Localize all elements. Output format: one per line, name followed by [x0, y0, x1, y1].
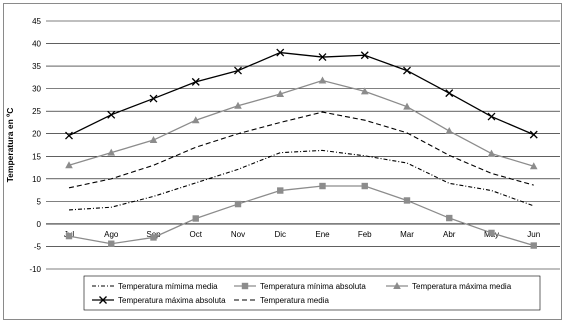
- legend: Temperatura mímima media Temperatura míni…: [83, 275, 541, 311]
- series-line-1: [68, 149, 534, 211]
- series-4-point: [107, 110, 116, 119]
- series-4-point: [149, 94, 158, 103]
- series-3-point: [318, 76, 327, 84]
- x-tick-label: Ago: [104, 230, 119, 239]
- x-tick-label: Feb: [358, 230, 372, 239]
- series-lines: [68, 51, 535, 247]
- y-tick-label: 10: [32, 175, 41, 184]
- y-axis-label: Temperatura en ºC: [5, 108, 15, 183]
- x-tick-label: Jun: [527, 230, 540, 239]
- y-tick-label: 40: [32, 40, 41, 49]
- series-4-point: [65, 131, 73, 140]
- series-2-point: [65, 232, 73, 240]
- x-tick-labels: JulAgoSepOctNovDicEneFebMarAbrMayJun: [64, 230, 540, 239]
- series-3-point: [360, 87, 369, 95]
- series-2-point: [108, 240, 115, 247]
- series-3-point: [107, 148, 116, 156]
- series-2-point: [530, 242, 537, 249]
- series-3-point: [487, 149, 496, 157]
- series-2-point: [192, 215, 199, 222]
- series-3-point: [234, 101, 242, 109]
- series-2-point: [361, 182, 368, 190]
- series-line-2: [68, 185, 534, 247]
- y-tick-label: 20: [32, 130, 41, 139]
- series-2-point: [488, 229, 495, 237]
- y-tick-label: 35: [32, 62, 41, 71]
- series-line-4: [68, 51, 535, 137]
- series-2-point: [403, 197, 411, 204]
- series-markers: [65, 48, 538, 249]
- series-3-point: [276, 90, 285, 98]
- legend-label: Temperatura media: [260, 296, 329, 305]
- series-4-point: [234, 66, 242, 75]
- y-tick-label: -5: [34, 242, 42, 251]
- series-3-point: [445, 127, 454, 135]
- legend-item-3: Temperatura máxima media: [386, 282, 512, 291]
- series-2-point: [319, 182, 326, 190]
- series-3-point: [403, 102, 411, 110]
- series-4-point: [487, 112, 496, 121]
- legend-item-1: Temperatura mímima media: [92, 282, 218, 291]
- x-tick-label: Oct: [190, 230, 203, 239]
- series-2-point: [150, 234, 157, 241]
- x-tick-label: Mar: [400, 230, 414, 239]
- y-tick-label: 30: [32, 85, 41, 94]
- legend-label: Temperatura mímima media: [118, 282, 218, 291]
- legend-label: Temperatura máxima media: [412, 282, 512, 291]
- series-3-point: [191, 116, 200, 124]
- legend-label: Temperatura mínima absoluta: [260, 282, 366, 291]
- series-2-point: [234, 200, 242, 208]
- y-tick-label: 25: [32, 107, 41, 116]
- series-3-point: [65, 161, 73, 169]
- y-tick-label: 0: [37, 220, 42, 229]
- x-tick-label: Nov: [231, 230, 245, 239]
- legend-label: Temperatura máxima absoluta: [118, 296, 226, 305]
- series-3-point: [149, 136, 158, 144]
- x-tick-label: Dic: [274, 230, 286, 239]
- gridlines: [46, 20, 560, 270]
- legend-marker: [393, 282, 401, 289]
- legend-marker: [99, 296, 107, 304]
- x-tick-label: Abr: [443, 230, 456, 239]
- series-4-point: [403, 66, 411, 75]
- legend-item-4: Temperatura máxima absoluta: [92, 296, 226, 305]
- y-tick-label: -10: [29, 265, 41, 274]
- y-tick-label: 45: [32, 17, 41, 26]
- series-4-point: [445, 89, 454, 98]
- series-2-point: [446, 214, 453, 222]
- y-tick-label: 5: [37, 197, 42, 206]
- y-tick-label: 15: [32, 152, 41, 161]
- series-4-point: [276, 48, 285, 57]
- legend-item-2: Temperatura mínima absoluta: [234, 282, 366, 291]
- series-line-3: [68, 79, 534, 167]
- series-2-point: [277, 187, 284, 194]
- series-4-point: [318, 53, 327, 62]
- series-4-point: [191, 77, 200, 86]
- series-3-point: [529, 162, 538, 170]
- y-tick-labels: -10 -5 0 5 10 15 20 25 30 35 40 45: [29, 17, 41, 274]
- legend-item-5: Temperatura media: [234, 296, 329, 305]
- legend-marker: [241, 282, 249, 290]
- series-4-point: [360, 51, 369, 60]
- series-line-5: [68, 111, 534, 189]
- legend-box: [83, 275, 541, 311]
- series-4-point: [529, 130, 538, 139]
- x-tick-label: Ene: [315, 230, 330, 239]
- chart-frame: [3, 3, 562, 320]
